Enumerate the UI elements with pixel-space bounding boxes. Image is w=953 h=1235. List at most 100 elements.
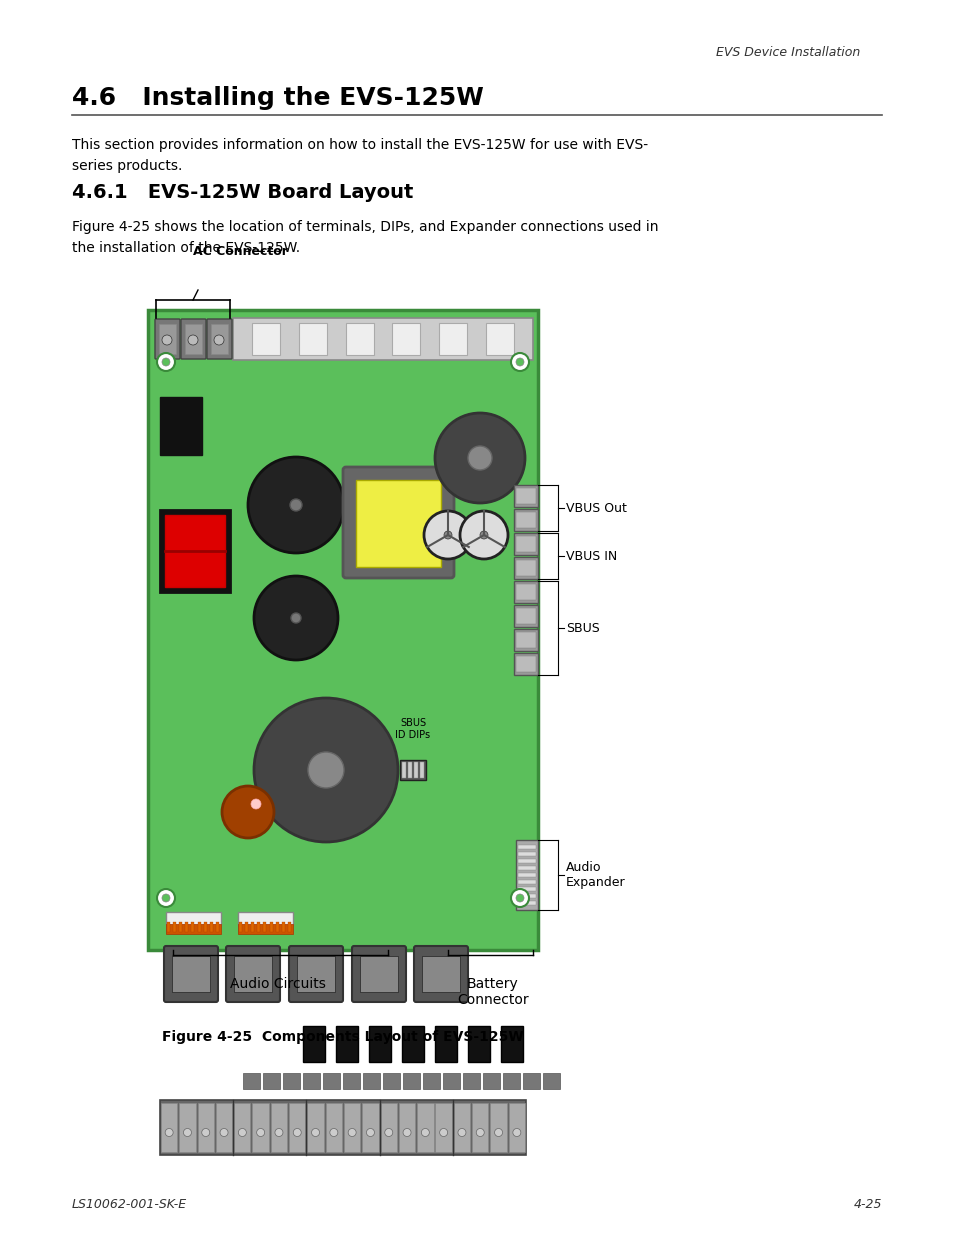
Bar <box>275 923 278 932</box>
Bar <box>172 956 210 992</box>
Circle shape <box>468 446 492 471</box>
Bar <box>159 324 175 354</box>
Bar <box>362 1103 378 1152</box>
FancyBboxPatch shape <box>237 924 293 934</box>
FancyBboxPatch shape <box>514 605 537 627</box>
Circle shape <box>293 1129 301 1136</box>
FancyBboxPatch shape <box>154 319 180 359</box>
Bar <box>422 1073 439 1089</box>
FancyBboxPatch shape <box>165 515 225 587</box>
Circle shape <box>220 1129 228 1136</box>
Bar <box>435 1026 456 1062</box>
Bar <box>517 894 536 898</box>
Bar <box>438 324 467 354</box>
FancyBboxPatch shape <box>166 924 221 934</box>
Bar <box>516 584 536 600</box>
FancyBboxPatch shape <box>514 509 537 531</box>
Bar <box>289 1103 305 1152</box>
Text: 4-25: 4-25 <box>853 1198 882 1212</box>
Circle shape <box>274 1129 283 1136</box>
Circle shape <box>511 353 529 370</box>
FancyBboxPatch shape <box>352 946 406 1002</box>
Text: Audio Circuits: Audio Circuits <box>230 977 326 990</box>
Bar <box>468 1026 490 1062</box>
Bar <box>173 923 176 932</box>
Circle shape <box>238 1129 246 1136</box>
Bar <box>517 902 536 905</box>
Bar <box>303 1073 319 1089</box>
Bar <box>160 396 202 454</box>
Circle shape <box>162 335 172 345</box>
Bar <box>516 559 536 576</box>
Circle shape <box>476 1129 484 1136</box>
Bar <box>416 1103 433 1152</box>
Text: This section provides information on how to install the EVS-125W for use with EV: This section provides information on how… <box>71 138 647 173</box>
Bar <box>516 656 536 672</box>
Bar <box>298 324 326 354</box>
Bar <box>517 860 536 863</box>
Circle shape <box>516 358 523 366</box>
Bar <box>382 1073 399 1089</box>
Bar <box>542 1073 559 1089</box>
Bar <box>402 1073 419 1089</box>
Bar <box>399 760 426 781</box>
Bar <box>185 923 188 932</box>
Circle shape <box>253 576 337 659</box>
Circle shape <box>312 1129 319 1136</box>
Circle shape <box>162 358 170 366</box>
Text: Battery
Connector: Battery Connector <box>456 977 528 1008</box>
Circle shape <box>366 1129 375 1136</box>
Bar <box>414 762 417 778</box>
Bar <box>472 1103 488 1152</box>
FancyBboxPatch shape <box>237 911 293 925</box>
Bar <box>508 1103 524 1152</box>
Text: Figure 4-25 shows the location of terminals, DIPs, and Expander connections used: Figure 4-25 shows the location of termin… <box>71 220 658 254</box>
Bar <box>215 923 219 932</box>
Bar <box>233 317 533 359</box>
Text: 4.6.1   EVS-125W Board Layout: 4.6.1 EVS-125W Board Layout <box>71 183 413 201</box>
Bar <box>454 1103 470 1152</box>
Bar <box>482 1073 499 1089</box>
Bar <box>522 1073 539 1089</box>
Circle shape <box>290 499 302 511</box>
Bar <box>380 1103 396 1152</box>
FancyBboxPatch shape <box>355 480 440 567</box>
FancyBboxPatch shape <box>289 946 343 1002</box>
Circle shape <box>494 1129 502 1136</box>
Circle shape <box>479 531 488 538</box>
Bar <box>233 1103 251 1152</box>
Circle shape <box>348 1129 355 1136</box>
Bar <box>185 324 202 354</box>
Text: EVS Device Installation: EVS Device Installation <box>715 46 859 58</box>
Circle shape <box>443 531 452 538</box>
Bar <box>421 956 459 992</box>
Bar <box>392 324 420 354</box>
Circle shape <box>165 1129 172 1136</box>
Bar <box>462 1073 479 1089</box>
Bar <box>281 923 285 932</box>
Circle shape <box>157 889 174 906</box>
FancyBboxPatch shape <box>343 467 454 578</box>
Bar <box>401 762 406 778</box>
Bar <box>419 762 423 778</box>
Bar <box>344 1103 360 1152</box>
Circle shape <box>162 894 170 902</box>
Bar <box>161 1103 177 1152</box>
Circle shape <box>516 894 523 902</box>
Circle shape <box>157 353 174 370</box>
Bar <box>211 324 228 354</box>
Bar <box>179 1103 195 1152</box>
FancyBboxPatch shape <box>514 580 537 603</box>
FancyBboxPatch shape <box>514 534 537 555</box>
Bar <box>398 1103 415 1152</box>
Bar <box>486 324 514 354</box>
Bar <box>179 923 182 932</box>
Circle shape <box>222 785 274 839</box>
Circle shape <box>251 799 261 809</box>
FancyBboxPatch shape <box>514 557 537 579</box>
Circle shape <box>439 1129 447 1136</box>
Bar <box>345 324 374 354</box>
Bar <box>233 956 272 992</box>
Bar <box>408 762 412 778</box>
Bar <box>197 1103 213 1152</box>
